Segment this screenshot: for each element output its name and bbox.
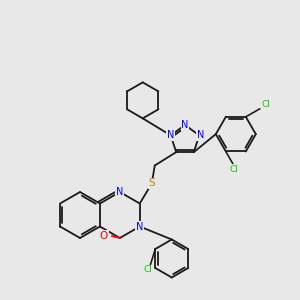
- Text: N: N: [196, 130, 204, 140]
- Text: N: N: [167, 130, 174, 140]
- Text: Cl: Cl: [261, 100, 270, 109]
- Text: N: N: [116, 187, 124, 197]
- Text: Cl: Cl: [230, 165, 238, 174]
- Text: N: N: [136, 221, 143, 232]
- Text: O: O: [100, 231, 108, 241]
- Text: S: S: [148, 178, 155, 188]
- Text: Cl: Cl: [144, 266, 153, 274]
- Text: N: N: [181, 120, 189, 130]
